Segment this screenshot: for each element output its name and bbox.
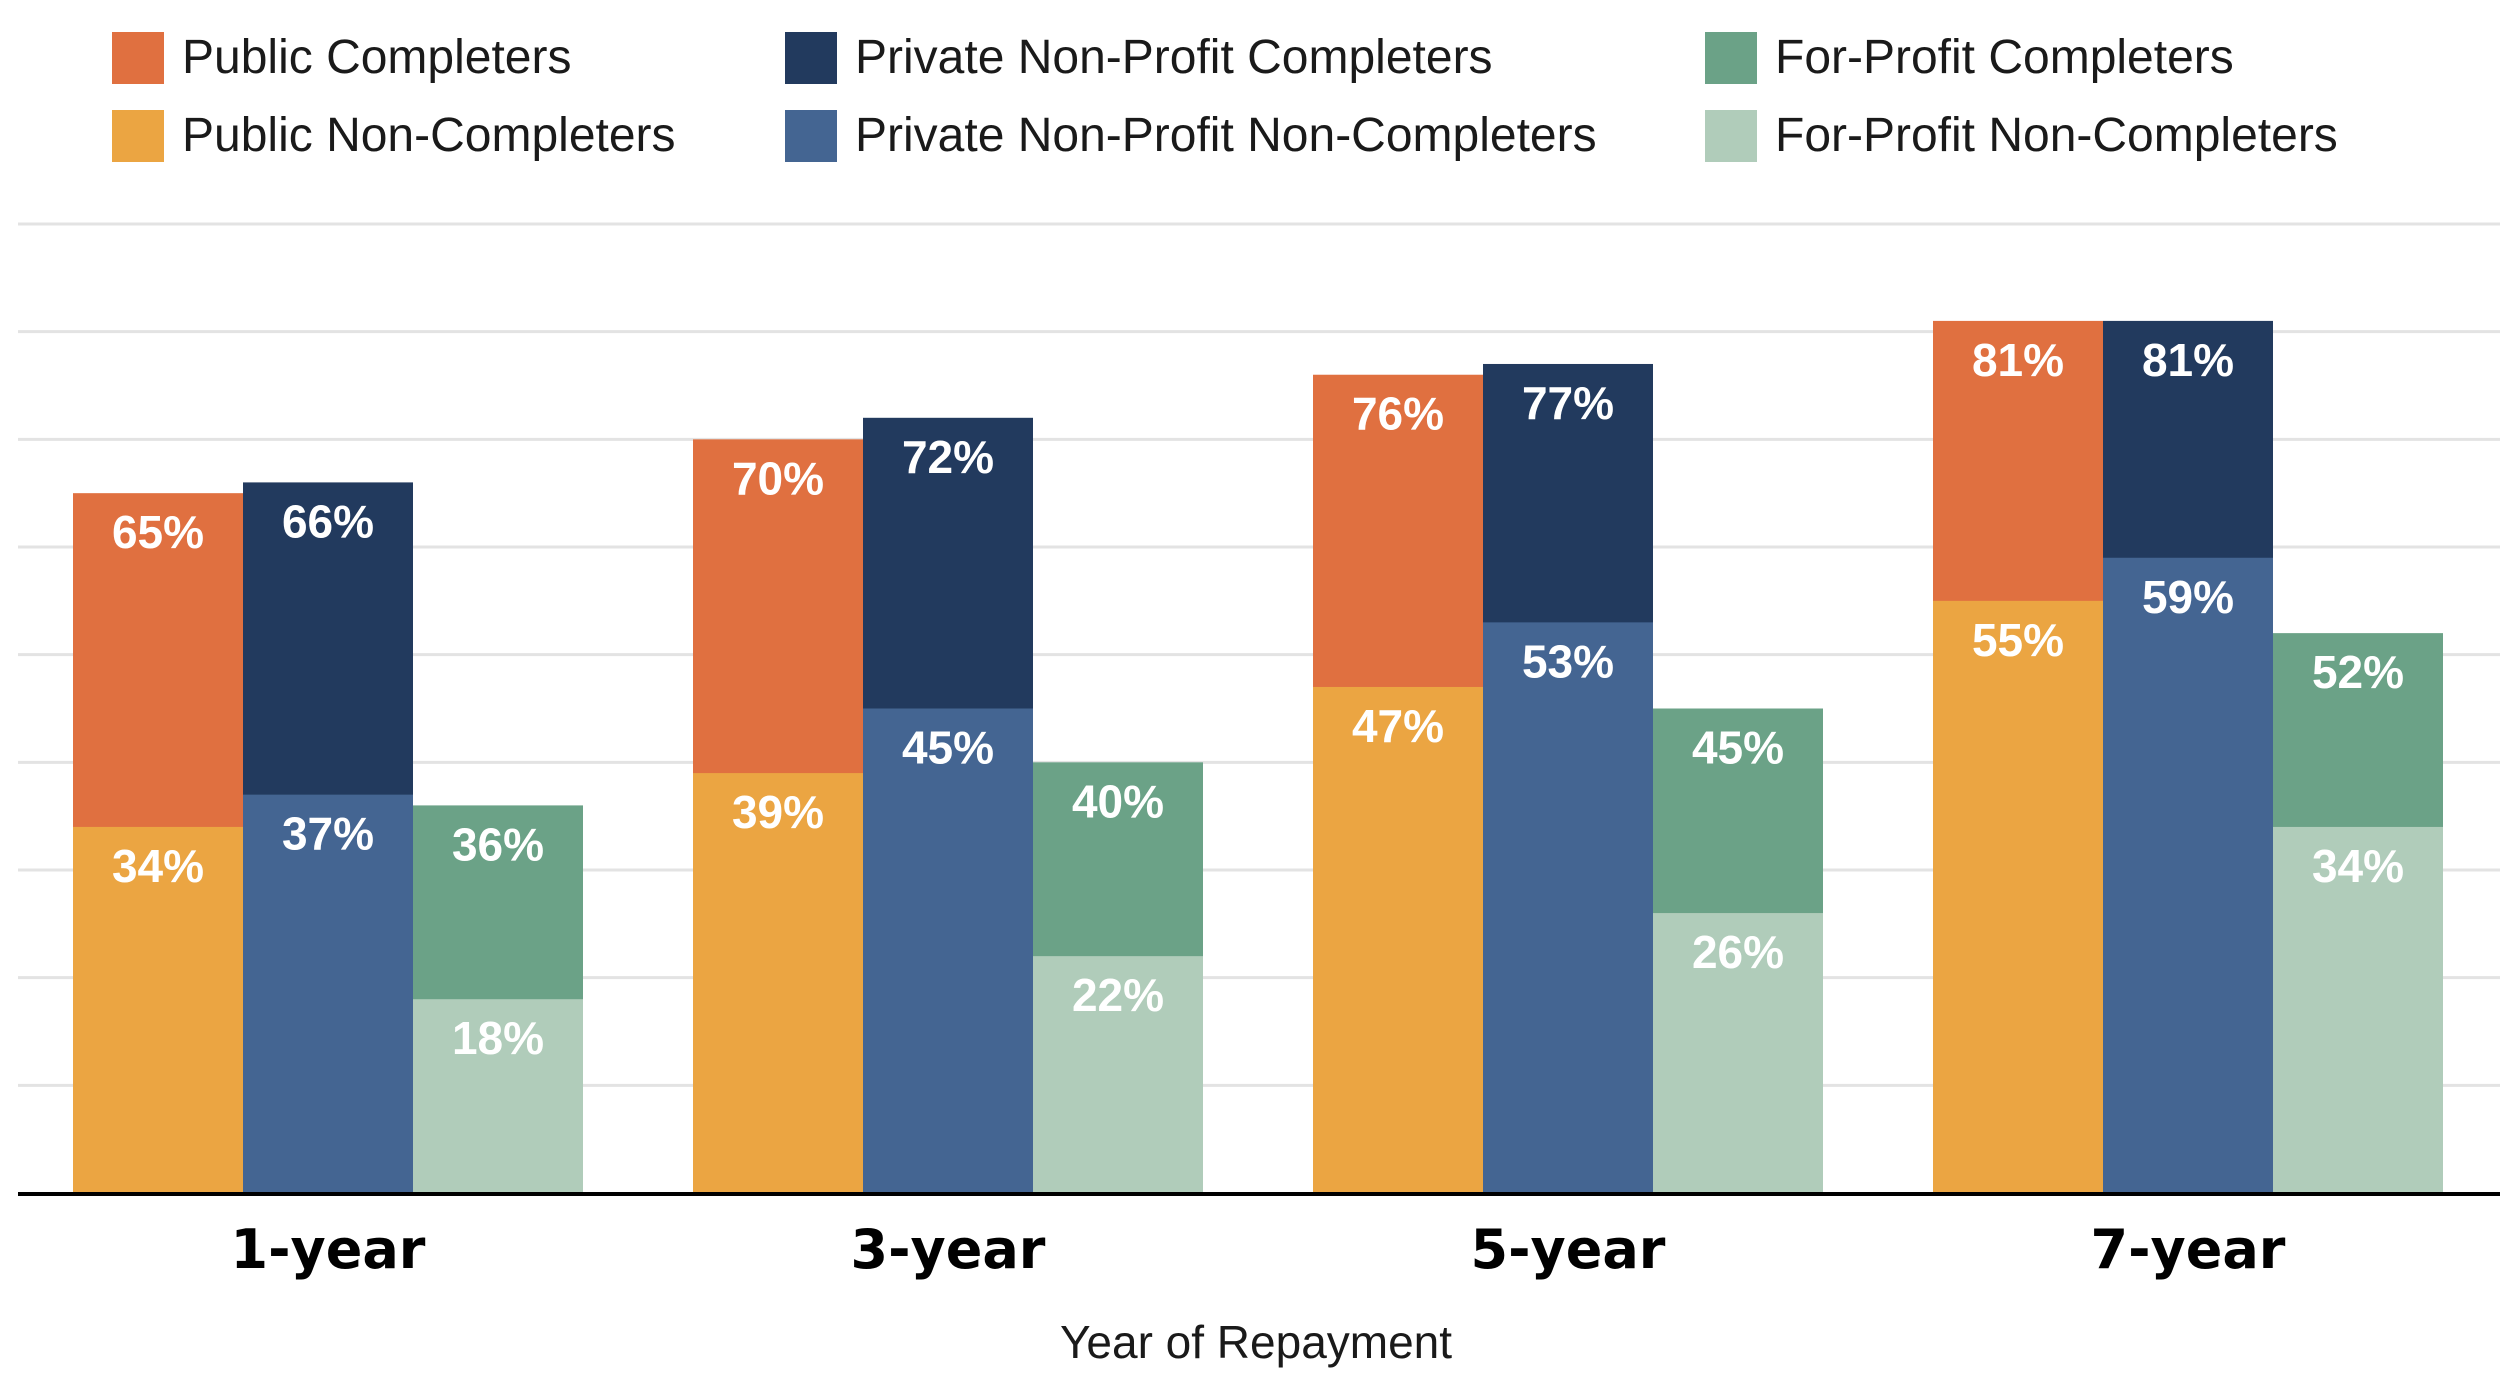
legend-item-private-non-profit-non-completers: Private Non-Profit Non-Completers — [785, 106, 1597, 166]
data-label-public-non-completers-3-year: 39% — [732, 786, 824, 838]
chart-legend: Public Completers Public Non-Completers Pr… — [0, 22, 2513, 172]
bars — [73, 320, 2443, 1194]
bar-public-non-completers-5-year — [1313, 686, 1483, 1193]
legend-swatch — [112, 32, 164, 84]
legend-label: For-Profit Completers — [1775, 31, 2234, 84]
data-label-for-profit-completers-3-year: 40% — [1072, 775, 1164, 827]
data-label-private-non-profit-completers-5-year: 77% — [1522, 377, 1614, 429]
legend-item-for-profit-completers: For-Profit Completers — [1705, 28, 2234, 88]
data-label-public-completers-5-year: 76% — [1352, 388, 1444, 440]
data-label-for-profit-non-completers-7-year: 34% — [2312, 840, 2404, 892]
legend-item-for-profit-non-completers: For-Profit Non-Completers — [1705, 106, 2338, 166]
x-tick-label-1-year: 1-year — [231, 1218, 426, 1281]
legend-swatch — [1705, 32, 1757, 84]
bar-for-profit-non-completers-5-year — [1653, 913, 1823, 1193]
bar-public-non-completers-7-year — [1933, 600, 2103, 1193]
x-tick-label-5-year: 5-year — [1471, 1218, 1666, 1281]
legend-item-private-non-profit-completers: Private Non-Profit Completers — [785, 28, 1493, 88]
data-label-for-profit-completers-1-year: 36% — [452, 818, 544, 870]
data-label-for-profit-non-completers-5-year: 26% — [1692, 926, 1784, 978]
legend-label: Private Non-Profit Non-Completers — [855, 109, 1597, 162]
data-label-private-non-profit-completers-1-year: 66% — [282, 495, 374, 547]
legend-item-public-non-completers: Public Non-Completers — [112, 106, 676, 166]
data-label-private-non-profit-completers-7-year: 81% — [2142, 334, 2234, 386]
legend-swatch — [785, 110, 837, 162]
data-label-public-completers-3-year: 70% — [732, 452, 824, 504]
bar-private-non-profit-non-completers-1-year — [243, 794, 413, 1193]
data-label-public-non-completers-1-year: 34% — [112, 840, 204, 892]
bar-for-profit-non-completers-1-year — [413, 999, 583, 1193]
bar-public-non-completers-3-year — [693, 773, 863, 1193]
legend-label: For-Profit Non-Completers — [1775, 109, 2338, 162]
legend-swatch — [1705, 110, 1757, 162]
legend-label: Public Completers — [182, 31, 572, 84]
data-label-private-non-profit-completers-3-year: 72% — [902, 431, 994, 483]
bar-public-non-completers-1-year — [73, 826, 243, 1193]
data-label-for-profit-completers-7-year: 52% — [2312, 646, 2404, 698]
bar-private-non-profit-non-completers-7-year — [2103, 557, 2273, 1193]
data-label-public-non-completers-7-year: 55% — [1972, 614, 2064, 666]
bar-for-profit-non-completers-7-year — [2273, 826, 2443, 1193]
legend-swatch — [112, 110, 164, 162]
data-label-private-non-profit-non-completers-1-year: 37% — [282, 808, 374, 860]
legend-label: Public Non-Completers — [182, 109, 676, 162]
data-label-private-non-profit-non-completers-3-year: 45% — [902, 722, 994, 774]
bar-private-non-profit-non-completers-5-year — [1483, 622, 1653, 1193]
data-label-public-completers-1-year: 65% — [112, 506, 204, 558]
data-label-private-non-profit-non-completers-5-year: 53% — [1522, 635, 1614, 687]
legend-label: Private Non-Profit Completers — [855, 31, 1493, 84]
data-label-for-profit-non-completers-3-year: 22% — [1072, 969, 1164, 1021]
x-axis-title: Year of Repayment — [1060, 1316, 1452, 1368]
x-tick-label-7-year: 7-year — [2091, 1218, 2286, 1281]
bar-private-non-profit-non-completers-3-year — [863, 708, 1033, 1193]
data-label-public-completers-7-year: 81% — [1972, 334, 2064, 386]
bar-for-profit-non-completers-3-year — [1033, 956, 1203, 1193]
data-label-for-profit-non-completers-1-year: 18% — [452, 1012, 544, 1064]
data-label-public-non-completers-5-year: 47% — [1352, 700, 1444, 752]
data-label-for-profit-completers-5-year: 45% — [1692, 722, 1784, 774]
x-tick-label-3-year: 3-year — [851, 1218, 1046, 1281]
data-labels: 65% 34% 66% 37% 36% 18% 70% 39% 72% 45% 40% 22% 76% 4… — [112, 334, 2404, 1064]
legend-item-public-completers: Public Completers — [112, 28, 571, 88]
data-label-private-non-profit-non-completers-7-year: 59% — [2142, 571, 2234, 623]
legend-swatch — [785, 32, 837, 84]
